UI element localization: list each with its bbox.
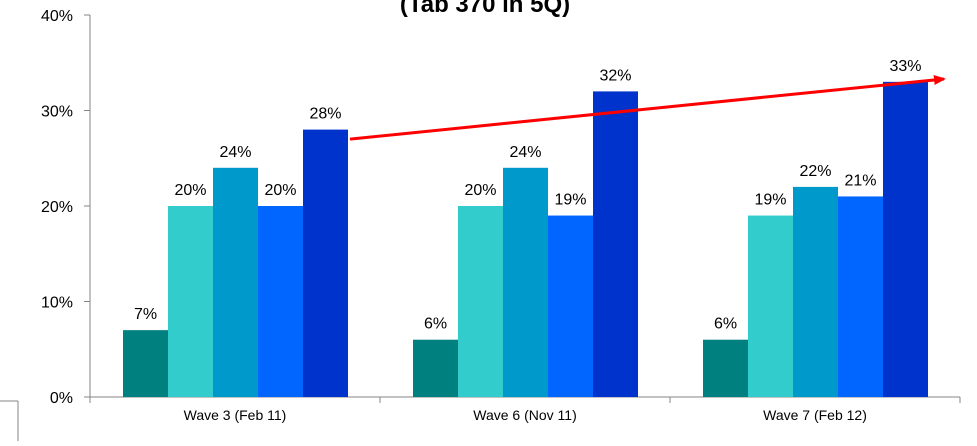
- data-label: 20%: [174, 182, 206, 199]
- y-tick-label: 0%: [50, 390, 73, 407]
- bar: [793, 186, 838, 397]
- trend-arrow: [349, 75, 946, 141]
- x-tick-label: Wave 3 (Feb 11): [184, 407, 287, 423]
- data-label: 28%: [309, 106, 341, 123]
- y-tick-label: 20%: [41, 199, 73, 216]
- data-label: 19%: [554, 192, 586, 209]
- y-tick-label: 30%: [41, 104, 73, 121]
- x-tick-label: Wave 6 (Nov 11): [473, 407, 576, 423]
- data-label: 33%: [889, 58, 921, 75]
- bar: [748, 215, 793, 397]
- bars: [123, 81, 928, 398]
- bar: [123, 330, 168, 397]
- bar: [703, 339, 748, 397]
- data-labels: 7% 20% 24% 20% 28% 6% 20% 24% 19% 32% 6% 19% 22% 21% 3…: [134, 58, 922, 333]
- bar: [303, 129, 348, 397]
- data-label: 21%: [844, 172, 876, 189]
- bar: [413, 339, 458, 397]
- bar: [503, 167, 548, 397]
- bar: [258, 206, 303, 397]
- bar: [213, 167, 258, 397]
- data-label: 32%: [599, 67, 631, 84]
- bar: [883, 81, 928, 397]
- data-label: 20%: [464, 182, 496, 199]
- bar: [593, 91, 638, 398]
- chart-title-partial: (Tab 370 in 5Q): [400, 0, 570, 18]
- data-label: 20%: [264, 182, 296, 199]
- bar: [548, 215, 593, 397]
- trend-arrow-line: [349, 75, 946, 141]
- data-label: 24%: [219, 144, 251, 161]
- y-tick-label: 40%: [41, 8, 73, 25]
- data-label: 24%: [509, 144, 541, 161]
- data-label: 6%: [424, 316, 447, 333]
- bar: [838, 196, 883, 397]
- data-label: 19%: [754, 192, 786, 209]
- data-label: 7%: [134, 306, 157, 323]
- data-label: 22%: [799, 163, 831, 180]
- bar: [458, 206, 503, 397]
- data-label: 6%: [714, 316, 737, 333]
- bar: [168, 206, 213, 397]
- y-tick-label: 10%: [41, 295, 73, 312]
- x-tick-label: Wave 7 (Feb 12): [763, 407, 867, 423]
- axes: 0% 10% 20% 30% 40% Wave 3 (Feb 11) Wave 6 (Nov…: [0, 8, 961, 441]
